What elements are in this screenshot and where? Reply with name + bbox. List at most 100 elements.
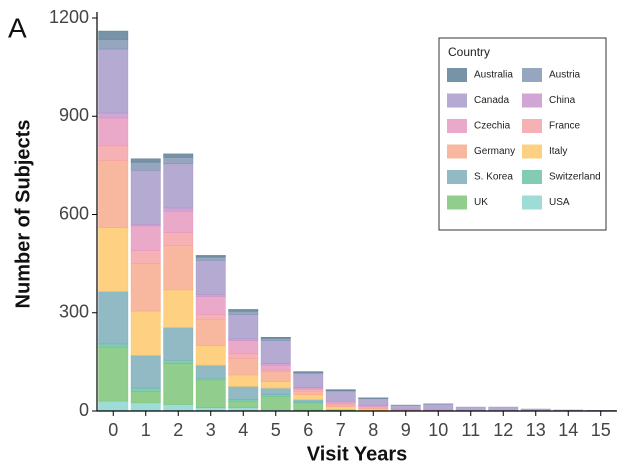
panel-label: A: [8, 12, 27, 43]
bar-segment: [195, 318, 226, 346]
bar-segment: [98, 227, 129, 292]
y-tick-label: 900: [59, 105, 89, 125]
legend-swatch: [522, 195, 542, 210]
x-tick-label: 5: [271, 420, 281, 440]
bar-segment: [260, 381, 291, 389]
bar-segment: [130, 158, 161, 163]
bar-segment: [98, 291, 129, 345]
x-tick-label: 15: [591, 420, 611, 440]
bar-segment: [98, 400, 129, 412]
bar-segment: [195, 345, 226, 366]
bar-segment: [163, 363, 194, 405]
legend-label: China: [549, 95, 576, 106]
x-tick-label: 0: [108, 420, 118, 440]
bar-segment: [163, 327, 194, 361]
bar-segment: [228, 358, 259, 376]
bar-segment: [130, 250, 161, 264]
bar-segment: [195, 314, 226, 320]
legend-swatch: [447, 119, 467, 133]
bar-segment: [358, 398, 389, 407]
bar-segment: [228, 310, 259, 315]
bar-segment: [260, 371, 291, 382]
legend-label: Canada: [474, 95, 509, 106]
x-tick-label: 2: [173, 420, 183, 440]
x-tick-label: 4: [238, 420, 248, 440]
bar-segment: [130, 402, 161, 412]
bar-segment: [130, 355, 161, 389]
bar-segment: [163, 153, 194, 158]
bar-segment: [260, 395, 291, 410]
bar-segment: [260, 337, 291, 339]
legend-swatch: [522, 170, 542, 184]
legend-swatch: [522, 93, 542, 108]
x-tick-label: 14: [558, 420, 578, 440]
legend-swatch: [522, 119, 542, 133]
bar-segment: [195, 379, 226, 409]
legend-label: UK: [474, 197, 488, 208]
x-tick-label: 13: [526, 420, 546, 440]
bar-segment: [390, 405, 421, 410]
y-tick-label: 0: [79, 400, 89, 420]
bar-segment: [293, 373, 324, 388]
y-tick-label: 600: [59, 203, 89, 223]
legend-swatch: [447, 144, 467, 159]
bar-segment: [260, 387, 291, 395]
bar-segment: [260, 364, 291, 371]
legend-swatch: [522, 144, 542, 159]
bar-segment: [130, 310, 161, 356]
x-tick-label: 10: [428, 420, 448, 440]
legend-label: France: [549, 121, 581, 132]
legend-label: Switzerland: [549, 172, 601, 183]
legend-label: Austria: [549, 70, 581, 81]
bar-segment: [130, 225, 161, 251]
bar-segment: [293, 394, 324, 400]
bar-segment: [260, 337, 291, 341]
x-tick-label: 6: [303, 420, 313, 440]
bar-segment: [98, 160, 129, 228]
bar-segment: [293, 399, 324, 403]
bars: [98, 30, 616, 412]
bar-segment: [293, 371, 324, 373]
bar-segment: [163, 404, 194, 412]
legend-title: Country: [448, 45, 490, 59]
x-axis-title: Visit Years: [307, 443, 407, 465]
legend-label: Czechia: [474, 121, 511, 132]
bar-segment: [163, 359, 194, 364]
legend-swatch: [522, 68, 542, 82]
bar-segment: [228, 400, 259, 409]
bar-segment: [195, 255, 226, 258]
bar-segment: [98, 112, 129, 119]
y-tick-label: 1200: [49, 7, 89, 27]
legend-label: S. Korea: [474, 172, 513, 183]
bar-segment: [228, 340, 259, 354]
bar-segment: [163, 207, 194, 212]
x-tick-label: 8: [368, 420, 378, 440]
x-tick-label: 11: [461, 420, 480, 440]
bar-segment: [325, 390, 356, 403]
bar-segment: [325, 406, 356, 410]
bar-segment: [163, 156, 194, 165]
bar-segment: [98, 346, 129, 402]
bar-segment: [195, 296, 226, 315]
bar-segment: [98, 145, 129, 161]
bar-segment: [228, 309, 259, 312]
bar-segment: [260, 340, 291, 364]
y-axis-title: Number of Subjects: [12, 120, 34, 309]
bar-segment: [325, 389, 356, 391]
bar-segment: [195, 256, 226, 261]
bar-segment: [228, 314, 259, 340]
bar-segment: [130, 391, 161, 404]
legend-label: Germany: [474, 146, 515, 157]
bar-segment: [98, 48, 129, 114]
bar-segment: [293, 391, 324, 395]
bar-segment: [163, 210, 194, 233]
x-tick-label: 7: [336, 420, 346, 440]
y-tick-label: 300: [59, 302, 89, 322]
bar-segment: [163, 289, 194, 328]
legend-label: Italy: [549, 146, 567, 157]
bar-segment: [293, 402, 324, 411]
bar-segment: [98, 38, 129, 50]
bar-segment: [228, 386, 259, 400]
bar-segment: [195, 260, 226, 296]
